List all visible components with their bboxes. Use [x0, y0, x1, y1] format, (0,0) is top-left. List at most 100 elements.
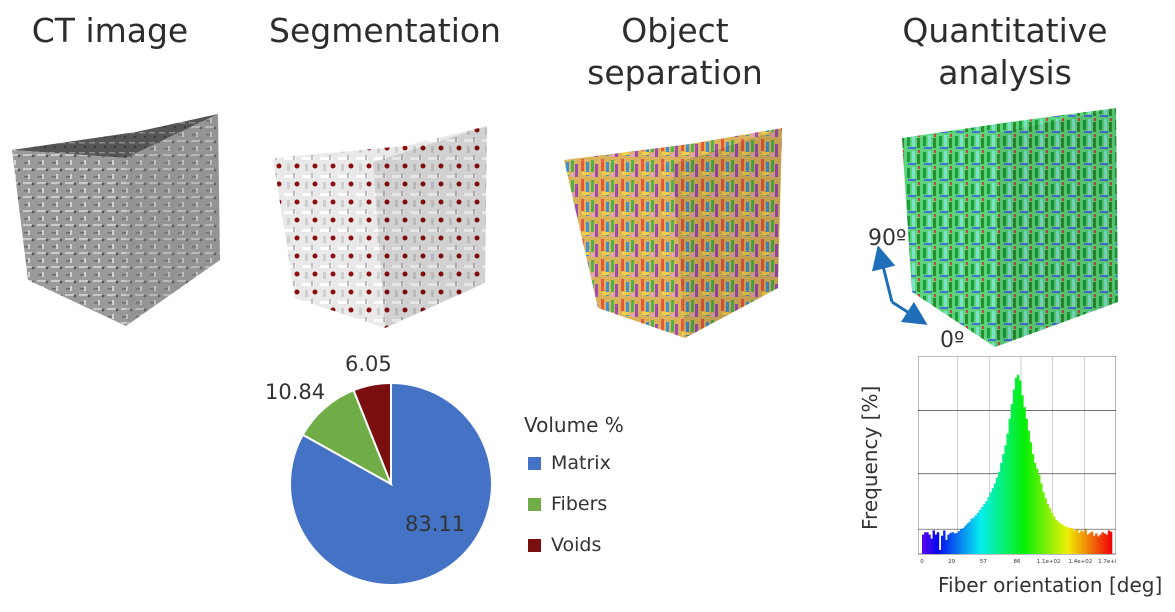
- histogram-bar: [964, 525, 967, 554]
- histogram-bar: [968, 521, 971, 554]
- pie-slice-fibers: [301, 388, 393, 487]
- volume-pie-chart: [289, 381, 493, 586]
- histogram-bar: [949, 532, 952, 554]
- histogram-bar: [972, 517, 976, 554]
- histogram-bar: [1057, 521, 1060, 554]
- histogram-bar: [1095, 533, 1098, 554]
- histogram-x-tick-label: 29: [948, 559, 955, 565]
- pie-label-voids: 6.05: [345, 352, 392, 376]
- histogram-bar: [1021, 395, 1024, 554]
- histogram-bar: [930, 538, 933, 554]
- orientation-axes-arrows: [871, 245, 928, 325]
- histogram-bar: [1031, 454, 1035, 554]
- histogram-bar: [981, 507, 984, 554]
- histogram-bar: [1050, 512, 1054, 554]
- histogram-bar: [1097, 536, 1100, 554]
- stage-title-object-separation: Object separation: [587, 11, 763, 92]
- histogram-x-tick-label: 0: [920, 559, 924, 565]
- histogram-bar: [1008, 418, 1011, 554]
- histogram-bar: [1067, 527, 1071, 554]
- matrix-swatch: [528, 456, 541, 470]
- histogram-bar: [962, 528, 965, 554]
- histogram-bar: [1029, 442, 1033, 554]
- histogram-bar: [1006, 433, 1009, 554]
- histogram-bar: [991, 488, 995, 554]
- histogram-bar: [1109, 531, 1113, 554]
- histogram-bar: [947, 534, 950, 554]
- histogram-bar: [976, 512, 980, 554]
- histogram-bar: [1002, 454, 1005, 554]
- histogram-bar: [936, 532, 940, 554]
- histogram-bar: [970, 518, 973, 554]
- histogram-bar: [985, 501, 988, 554]
- histogram-bar: [983, 504, 986, 554]
- histogram-bar: [1093, 535, 1096, 554]
- histogram-bar: [1086, 534, 1090, 554]
- histogram-bar: [987, 497, 990, 554]
- histogram-bar: [1033, 462, 1037, 554]
- histogram-bar: [1010, 404, 1014, 554]
- histogram-x-tick-label: 1.4e+02: [1068, 559, 1092, 565]
- histogram-bar: [1107, 530, 1111, 554]
- histogram-bar: [1036, 468, 1039, 554]
- ct-volume-render: [12, 114, 220, 326]
- histogram-bar: [1084, 529, 1087, 554]
- histogram-bar: [1101, 532, 1104, 554]
- histogram-bar: [1069, 528, 1073, 554]
- object-separation-volume-render: [564, 128, 782, 338]
- legend-item-fibers: Fibers: [528, 493, 607, 515]
- pie-label-fibers: 10.84: [265, 380, 326, 404]
- histogram-bar: [989, 492, 992, 554]
- histogram-bar: [1023, 407, 1026, 554]
- pie-slice-voids: [352, 381, 392, 485]
- histogram-bar: [926, 532, 929, 554]
- histogram-bar: [1061, 524, 1064, 554]
- legend-label-voids: Voids: [551, 534, 602, 556]
- histogram-x-tick-label: 1.7e+02: [1098, 559, 1116, 565]
- histogram-bar: [922, 534, 925, 554]
- histogram-bar: [928, 534, 931, 554]
- histogram-bar: [1017, 374, 1020, 554]
- histogram-bar: [957, 531, 961, 554]
- histogram-xlabel: Fiber orientation [deg]: [938, 573, 1163, 597]
- orientation-label-0: 0º: [940, 328, 965, 353]
- stage-title-ct: CT image: [31, 11, 189, 50]
- histogram-bar: [955, 532, 959, 554]
- histogram-bar: [1052, 516, 1056, 554]
- histogram-bar: [1105, 534, 1109, 554]
- voids-swatch: [528, 538, 541, 552]
- histogram-bar: [993, 483, 997, 554]
- histogram-bar: [1046, 504, 1049, 554]
- histogram-bar: [998, 471, 1001, 554]
- histogram-bar: [1038, 474, 1041, 554]
- histogram-bar: [1063, 525, 1066, 554]
- histogram-bar: [1019, 380, 1022, 554]
- histogram-bar: [1000, 462, 1003, 554]
- histogram-x-tick-label: 86: [1014, 559, 1021, 565]
- histogram-bar: [1082, 531, 1085, 554]
- legend-item-matrix: Matrix: [528, 452, 611, 474]
- histogram-bar: [1027, 430, 1030, 554]
- histogram-x-tick-label: 1.1e+02: [1037, 559, 1061, 565]
- orientation-label-90: 90º: [868, 226, 907, 251]
- histogram-bar: [1004, 445, 1007, 554]
- stage-title-segmentation: Segmentation: [269, 11, 501, 50]
- histogram-bar: [1078, 532, 1081, 554]
- histogram-ylabel: Frequency [%]: [858, 385, 882, 530]
- histogram-bar: [938, 549, 942, 554]
- histogram-bar: [953, 533, 957, 554]
- histogram-bar: [1025, 418, 1028, 554]
- histogram-bar: [943, 530, 946, 554]
- legend-item-voids: Voids: [528, 534, 601, 556]
- histogram-bar: [974, 515, 978, 554]
- fibers-swatch: [528, 497, 541, 511]
- histogram-bar: [1065, 526, 1068, 554]
- histogram-bar: [1059, 523, 1062, 554]
- histogram-bar: [1014, 377, 1018, 554]
- histogram-bar: [1090, 531, 1094, 554]
- histogram-bar: [1076, 529, 1079, 554]
- histogram-bar: [1012, 389, 1016, 554]
- histogram-bar: [924, 532, 927, 554]
- histogram-bar: [1103, 533, 1106, 554]
- pie-legend-title: Volume %: [524, 413, 624, 437]
